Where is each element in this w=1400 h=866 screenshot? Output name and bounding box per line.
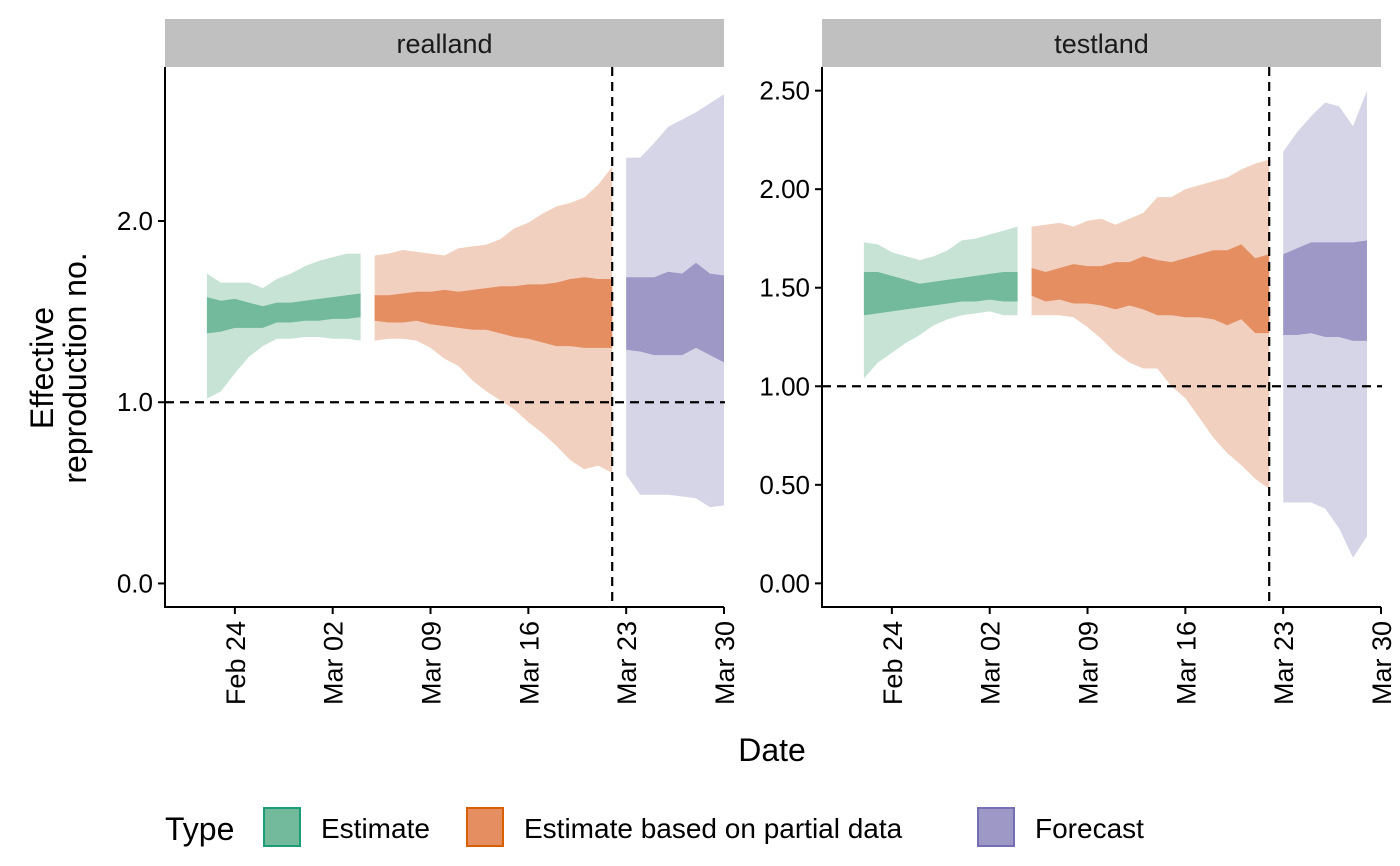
reference-lines-testland (822, 67, 1382, 607)
realland-estimate-90-band (206, 253, 361, 399)
x-tick-label: Mar 02 (976, 621, 1006, 705)
legend-label-forecast: Forecast (1035, 813, 1144, 844)
x-tick-label: Mar 23 (1269, 621, 1299, 705)
x-ticks-realland: Feb 24 Mar 02 Mar 09 Mar 16 Mar 23 Mar 30 (221, 607, 740, 705)
strip-realland (165, 19, 724, 67)
x-tick-label: Mar 09 (1074, 621, 1104, 705)
realland-estimate-50-band (206, 293, 361, 334)
x-tick-label: Feb 24 (878, 621, 908, 705)
y-tick-label: 2.50 (759, 76, 810, 106)
y-tick-label: 0.00 (759, 568, 810, 598)
y-ticks-testland: 0.00 0.50 1.00 1.50 2.00 2.50 (759, 76, 822, 598)
legend: Type Estimate Estimate based on partial … (165, 807, 1144, 847)
testland-estimate-50-band (863, 272, 1018, 316)
x-tick-label: Mar 23 (612, 621, 642, 705)
x-ticks-testland: Feb 24 Mar 02 Mar 09 Mar 16 Mar 23 Mar 30 (878, 607, 1397, 705)
panel-testland: testland 0.00 0.50 1.00 1.50 2.00 2.50 Feb 24… (759, 19, 1397, 705)
strip-label-realland: realland (396, 29, 492, 59)
legend-key-forecast (977, 807, 1015, 847)
x-tick-label: Feb 24 (221, 621, 251, 705)
legend-label-partial-estimate: Estimate based on partial data (524, 813, 903, 844)
y-axis-title: Effective reproduction no. (24, 252, 93, 483)
x-tick-label: Mar 02 (319, 621, 349, 705)
y-axis-title-line-2: reproduction no. (57, 252, 93, 483)
y-tick-label: 0.50 (759, 470, 810, 500)
strip-label-testland: testland (1054, 29, 1149, 59)
testland-estimate-based-on-partial-data-90-band (1031, 159, 1270, 489)
realland-estimate-based-on-partial-data-50-band (374, 277, 613, 348)
testland-forecast-50-band (1283, 240, 1367, 341)
testland-estimate-based-on-partial-data-50-band (1031, 244, 1270, 334)
strip-testland (822, 19, 1381, 67)
legend-key-partial-estimate (466, 807, 504, 847)
x-tick-label: Mar 16 (1171, 621, 1201, 705)
bands-testland (863, 90, 1367, 558)
y-tick-label: 1.0 (117, 387, 153, 417)
x-tick-label: Mar 16 (514, 621, 544, 705)
panel-realland: realland 0.0 1.0 2.0 Feb 24 Mar 02 Mar 09 Mar… (117, 19, 740, 705)
legend-title: Type (165, 811, 234, 847)
x-tick-label: Mar 30 (710, 621, 740, 705)
y-axis-title-line-1: Effective (24, 307, 60, 429)
y-tick-label: 0.0 (117, 568, 153, 598)
y-tick-label: 1.50 (759, 273, 810, 303)
bands-realland (206, 94, 724, 508)
x-tick-label: Mar 09 (417, 621, 447, 705)
reference-lines-realland (165, 67, 725, 607)
realland-forecast-50-band (626, 262, 724, 363)
legend-label-estimate: Estimate (321, 813, 430, 844)
legend-key-estimate (263, 807, 301, 847)
y-tick-label: 2.00 (759, 174, 810, 204)
y-ticks-realland: 0.0 1.0 2.0 (117, 206, 165, 598)
y-tick-label: 2.0 (117, 206, 153, 236)
x-axis-title: Date (738, 732, 806, 768)
x-tick-label: Mar 30 (1367, 621, 1397, 705)
y-tick-label: 1.00 (759, 371, 810, 401)
